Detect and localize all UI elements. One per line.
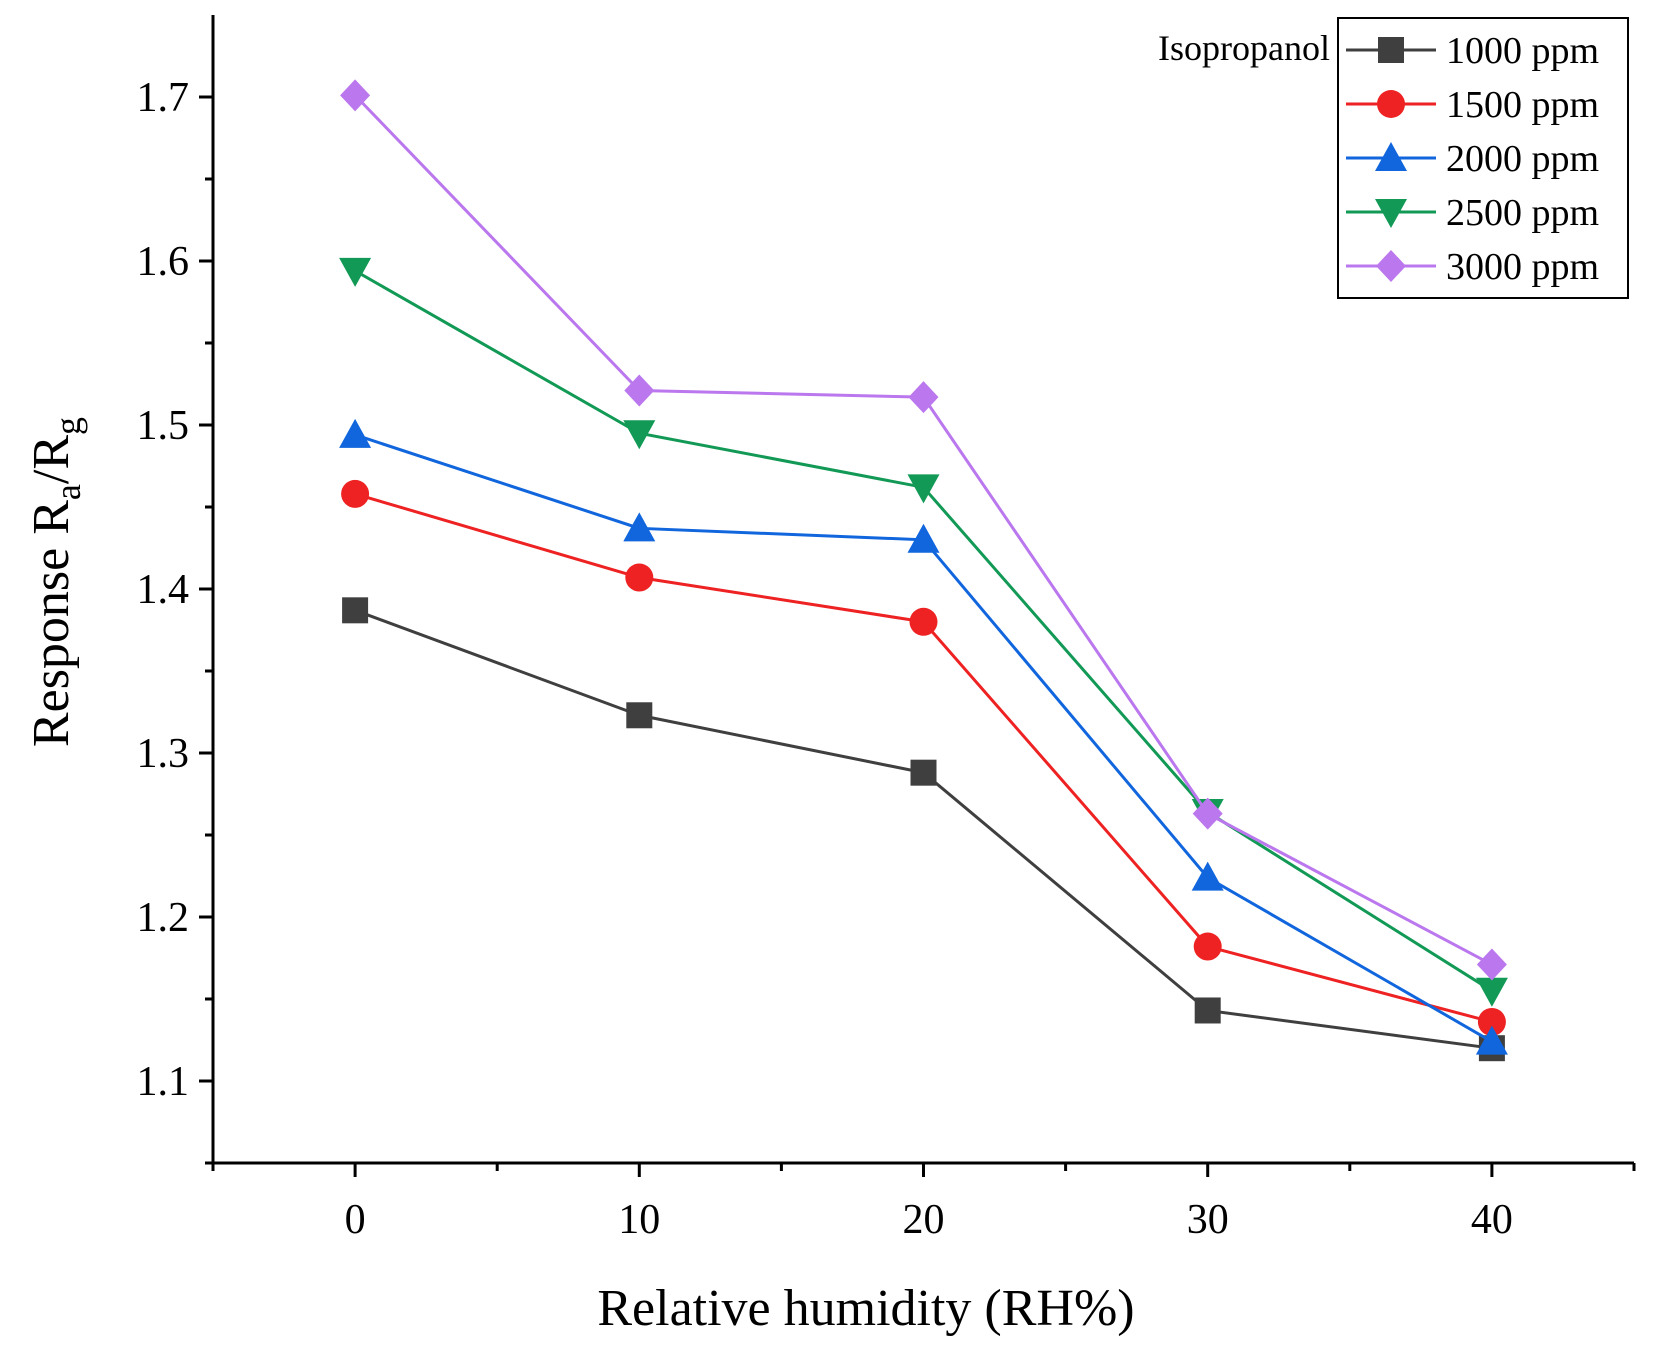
x-tick-label: 20 bbox=[903, 1197, 945, 1243]
x-tick-label: 30 bbox=[1187, 1197, 1229, 1243]
data-point bbox=[907, 474, 940, 504]
y-tick-label: 1.2 bbox=[137, 895, 190, 941]
y-tick-label: 1.5 bbox=[137, 403, 190, 449]
data-point bbox=[1191, 861, 1224, 891]
x-tick-label: 40 bbox=[1471, 1197, 1513, 1243]
data-point bbox=[625, 563, 654, 592]
legend-marker bbox=[1376, 250, 1406, 282]
data-point bbox=[339, 418, 372, 448]
y-tick-label: 1.6 bbox=[137, 239, 190, 285]
data-point bbox=[1475, 1025, 1508, 1055]
series-4 bbox=[340, 79, 1507, 981]
data-point bbox=[623, 420, 656, 450]
axes: 0 10 20 30 40 1.1 1.2 1.3 1.4 1.5 1.6 1.7 bbox=[137, 15, 1636, 1243]
data-point bbox=[341, 479, 370, 508]
y-axis-title: Response Ra/Rg bbox=[23, 417, 88, 747]
legend-label: 1000 ppm bbox=[1446, 30, 1599, 72]
y-axis-title-slash: /R bbox=[23, 435, 80, 484]
legend-label: 2000 ppm bbox=[1446, 138, 1599, 180]
y-axis-title-sub-a: a bbox=[48, 484, 88, 500]
x-axis-title: Relative humidity (RH%) bbox=[597, 1280, 1134, 1337]
legend-label: 3000 ppm bbox=[1446, 246, 1599, 288]
x-tick-label: 10 bbox=[618, 1197, 660, 1243]
legend-item-2: 2000 ppm bbox=[1346, 138, 1599, 180]
data-point bbox=[1192, 797, 1223, 830]
legend-title: Isopropanol bbox=[1158, 28, 1330, 68]
y-tick-label: 1.4 bbox=[137, 567, 190, 613]
legend-label: 2500 ppm bbox=[1446, 192, 1599, 234]
series-layer bbox=[339, 79, 1508, 1062]
y-tick-label: 1.7 bbox=[137, 75, 190, 121]
legend: Isopropanol 1000 ppm 1500 ppm 2000 ppm 2500 … bbox=[1158, 17, 1629, 299]
series-1 bbox=[341, 479, 1506, 1036]
series-line bbox=[354, 608, 1493, 1050]
data-point bbox=[908, 381, 939, 414]
data-point bbox=[626, 702, 653, 729]
data-point bbox=[909, 607, 938, 636]
data-point bbox=[1476, 948, 1507, 981]
legend-label: 1500 ppm bbox=[1446, 84, 1599, 126]
legend-item-1: 1500 ppm bbox=[1346, 84, 1599, 126]
data-point bbox=[342, 597, 369, 624]
x-tick-label: 0 bbox=[345, 1197, 366, 1243]
legend-marker bbox=[1375, 142, 1407, 171]
legend-marker bbox=[1375, 199, 1407, 228]
legend-item-3: 2500 ppm bbox=[1346, 192, 1599, 234]
data-point bbox=[623, 512, 656, 542]
legend-marker bbox=[1378, 37, 1404, 63]
series-3 bbox=[339, 257, 1508, 1007]
data-point bbox=[1193, 932, 1222, 961]
data-point bbox=[624, 374, 655, 407]
series-2 bbox=[339, 418, 1508, 1055]
data-point bbox=[907, 523, 940, 553]
data-point bbox=[340, 79, 371, 112]
data-point bbox=[339, 257, 372, 287]
data-point bbox=[1194, 997, 1221, 1024]
data-point bbox=[1475, 977, 1508, 1007]
y-axis-title-sub-g: g bbox=[48, 417, 88, 435]
legend-item-0: 1000 ppm bbox=[1346, 30, 1599, 72]
legend-marker bbox=[1377, 90, 1405, 118]
series-0 bbox=[342, 597, 1505, 1062]
y-axis-title-main: Response R bbox=[23, 500, 80, 747]
legend-item-4: 3000 ppm bbox=[1346, 246, 1599, 288]
y-tick-label: 1.3 bbox=[137, 731, 190, 777]
y-tick-label: 1.1 bbox=[137, 1059, 190, 1105]
data-point bbox=[910, 759, 937, 786]
data-point bbox=[1477, 1007, 1506, 1036]
